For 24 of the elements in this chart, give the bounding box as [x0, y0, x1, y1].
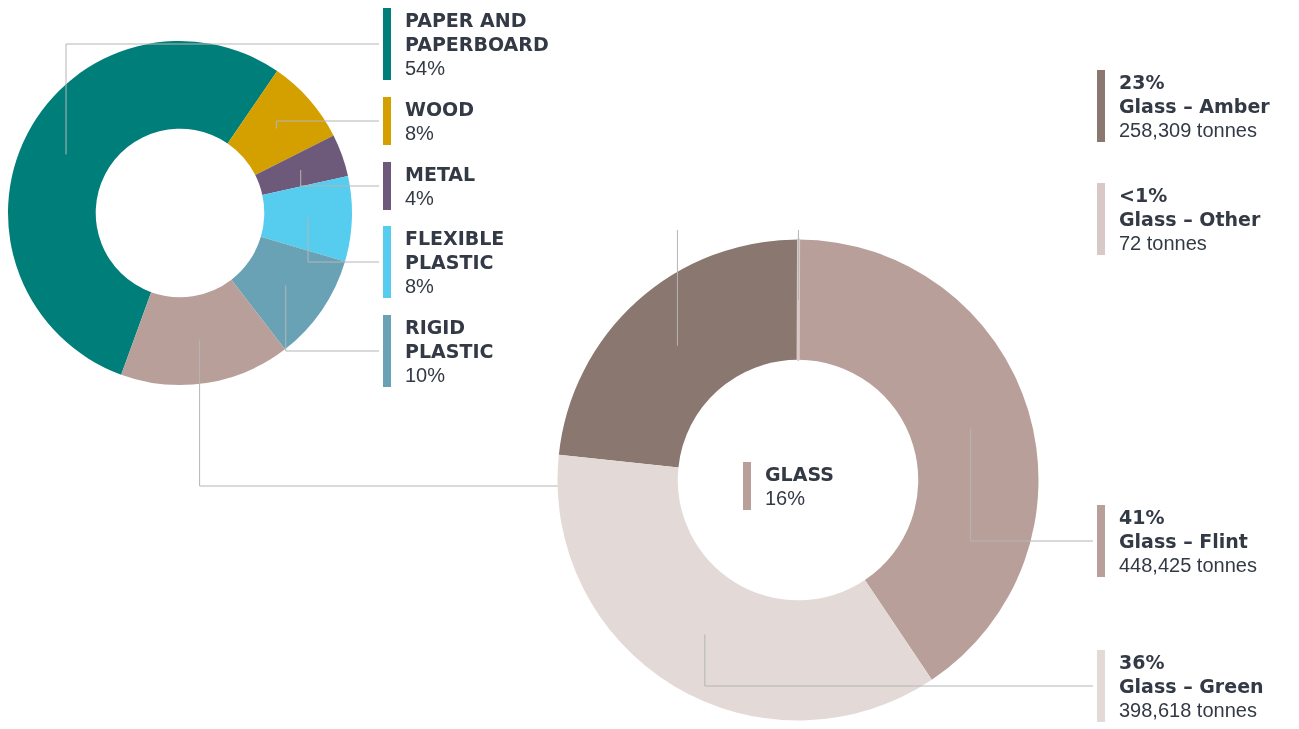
data-label: 16%	[765, 486, 807, 510]
legend-label: GLASS	[765, 462, 834, 486]
legend-label: Glass – Flint	[1119, 529, 1248, 553]
legend-label: WOOD	[405, 97, 475, 121]
legend-label: FLEXIBLE PLASTIC	[405, 226, 506, 274]
text: <1%	[1119, 183, 1168, 207]
legend-label: RIGID PLASTIC	[405, 315, 495, 363]
text: 23%	[1119, 70, 1165, 94]
data-label: 448,425 tonnes	[1119, 553, 1258, 577]
text: 41%	[1119, 505, 1165, 529]
text: 36%	[1119, 650, 1165, 674]
data-label: 8%	[405, 274, 435, 298]
legend-label: Glass – Other	[1119, 207, 1261, 231]
data-label: 398,618 tonnes	[1119, 698, 1258, 722]
legend-label: PAPER AND PAPERBOARD	[405, 8, 550, 56]
data-label: 4%	[405, 186, 435, 210]
data-label: 72 tonnes	[1119, 231, 1208, 255]
data-label: 258,309 tonnes	[1119, 118, 1258, 142]
data-label: 10%	[405, 363, 447, 387]
legend-label: METAL	[405, 162, 476, 186]
legend-label: Glass – Green	[1119, 674, 1264, 698]
data-label: 54%	[405, 56, 447, 80]
data-label: 8%	[405, 121, 435, 145]
legend-label: Glass – Amber	[1119, 94, 1270, 118]
